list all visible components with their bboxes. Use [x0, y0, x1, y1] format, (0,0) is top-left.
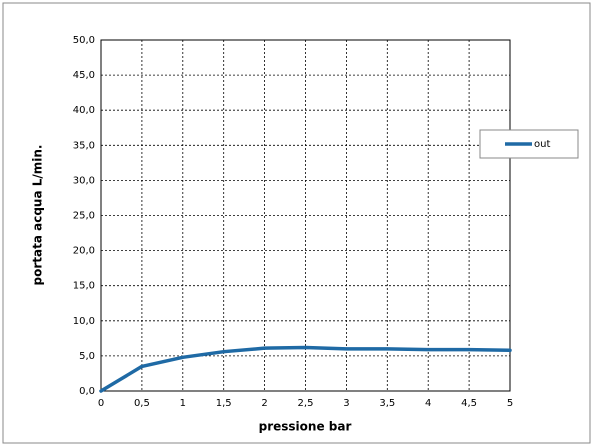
y-tick-label: 0,0: [79, 386, 95, 397]
x-tick-label: 3: [343, 398, 349, 409]
x-tick-label: 3,5: [379, 398, 395, 409]
y-tick-label: 50,0: [73, 35, 95, 46]
x-tick-label: 0,5: [134, 398, 150, 409]
x-tick-label: 4,5: [461, 398, 477, 409]
x-axis-label: pressione bar: [259, 420, 352, 434]
y-tick-label: 25,0: [73, 211, 95, 222]
y-tick-label: 5,0: [79, 351, 95, 362]
y-axis-label: portata acqua L/min.: [31, 145, 45, 286]
y-tick-label: 20,0: [73, 246, 95, 257]
data-line: [99, 345, 512, 393]
x-tick-label: 2: [261, 398, 267, 409]
legend-label: out: [534, 139, 550, 150]
y-tick-label: 30,0: [73, 175, 95, 186]
y-tick-label: 45,0: [73, 70, 95, 81]
y-tick-label: 15,0: [73, 281, 95, 292]
y-tick-label: 10,0: [73, 316, 95, 327]
x-tick-label: 1,5: [216, 398, 232, 409]
y-tick-label: 40,0: [73, 105, 95, 116]
x-tick-label: 0: [98, 398, 104, 409]
plot-border: [100, 39, 511, 392]
y-tick-label: 35,0: [73, 140, 95, 151]
x-tick-label: 4: [425, 398, 431, 409]
x-tick-label: 5: [507, 398, 513, 409]
x-tick-label: 2,5: [298, 398, 314, 409]
x-tick-label: 1: [180, 398, 186, 409]
